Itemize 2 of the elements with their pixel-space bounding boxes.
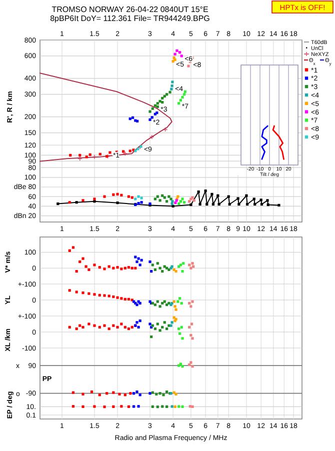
chart-subtitle: 8pBP6It DoY= 112.361 File= TR944249.BPG <box>50 14 210 23</box>
chart-title: TROMSO NORWAY 26-04-22 0840UT 15°E <box>52 5 208 14</box>
